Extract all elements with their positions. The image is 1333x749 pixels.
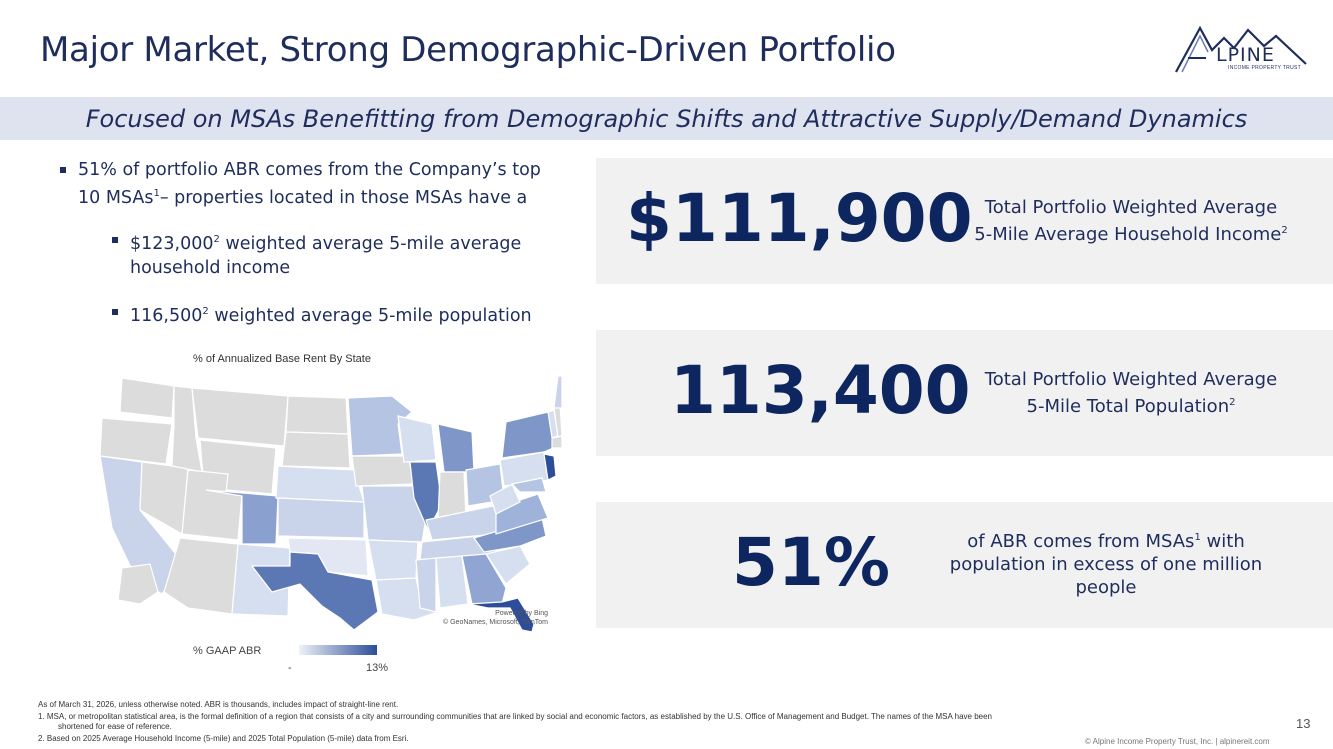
state-sd: [281, 431, 351, 469]
state-il: [409, 461, 443, 532]
stat-desc-line-2: population in excess of one million: [949, 554, 1263, 575]
legend-color-bar: [299, 645, 377, 655]
stat-desc-population: Total Portfolio Weighted Average 5-Mile …: [966, 368, 1296, 418]
banner: Focused on MSAs Benefitting from Demogra…: [0, 97, 1333, 140]
state-wv: [489, 483, 521, 515]
footnote-ref: 1: [1194, 532, 1201, 543]
state-sc: [485, 545, 531, 585]
logo-subtext: INCOME PROPERTY TRUST: [1228, 65, 1301, 71]
stat-desc-income: Total Portfolio Weighted Average 5-Mile …: [966, 196, 1296, 246]
footnote-ref: 2: [1229, 397, 1236, 408]
state-co: [205, 489, 279, 545]
bullet-square-icon: [60, 167, 66, 173]
stat-desc-line-3: people: [1075, 577, 1137, 598]
stat-box-population: 113,400 Total Portfolio Weighted Average…: [596, 330, 1333, 456]
stat-desc-line-1: Total Portfolio Weighted Average: [984, 369, 1278, 390]
state-fl: [467, 597, 535, 633]
state-md: [510, 477, 547, 493]
state-or: [99, 417, 173, 465]
map-attribution: Powered by Bing © GeoNames, Microsoft, T…: [420, 609, 548, 627]
bullet-list: 51% of portfolio ABR comes from the Comp…: [60, 158, 560, 327]
state-ny: [501, 411, 559, 459]
state-ga: [461, 553, 507, 605]
legend-label: % GAAP ABR: [193, 645, 262, 657]
page-title: Major Market, Strong Demographic-Driven …: [40, 30, 896, 70]
stat-value-income: $111,900: [626, 180, 973, 257]
bullet-sub-income: $123,0002 weighted average 5-mile averag…: [112, 228, 540, 280]
page-number: 13: [1296, 716, 1311, 731]
alpine-logo: [1175, 25, 1307, 73]
stat-desc-line-1b: with: [1200, 531, 1245, 552]
income-text: weighted average 5-mile average househol…: [130, 233, 522, 278]
state-tx: [250, 551, 379, 631]
stat-desc-line-2: 5-Mile Total Population: [1026, 396, 1230, 417]
stat-desc-line-1: of ABR comes from MSAs: [967, 531, 1195, 552]
state-ne: [275, 465, 365, 503]
stat-desc-line-1: Total Portfolio Weighted Average: [984, 197, 1278, 218]
state-nd: [285, 395, 349, 435]
state-ma: [551, 435, 562, 449]
state-nj: [543, 453, 557, 481]
stat-value-population: 113,400: [670, 352, 971, 429]
footnote-ref: 2: [213, 233, 220, 245]
stat-desc-line-2: 5-Mile Average Household Income: [974, 224, 1282, 245]
copyright: © Alpine Income Property Trust, Inc. | a…: [1085, 737, 1270, 746]
bullet-main-text-1: 51% of portfolio ABR comes from the Comp…: [78, 160, 541, 180]
stat-desc-abr: of ABR comes from MSAs1 with population …: [936, 526, 1276, 599]
state-ks: [277, 497, 365, 539]
population-value: 116,500: [130, 305, 203, 326]
state-mt: [191, 387, 289, 447]
footnote-1-cont: shortened for ease of reference.: [58, 722, 172, 731]
legend-min: -: [288, 662, 292, 674]
stat-value-abr: 51%: [732, 524, 890, 601]
logo-text: LPINE: [1216, 44, 1275, 66]
stat-box-abr: 51% of ABR comes from MSAs1 with populat…: [596, 502, 1333, 628]
state-mi: [437, 423, 475, 473]
footnote-ref: 1: [153, 188, 160, 199]
population-text: weighted average 5-mile population: [208, 305, 532, 326]
state-az: [163, 537, 239, 615]
state-wi: [397, 415, 437, 463]
state-me: [553, 375, 562, 409]
us-abr-map: [99, 375, 562, 633]
footnote-ref: 2: [1281, 225, 1288, 236]
footnote-1: 1. MSA, or metropolitan statistical area…: [38, 712, 992, 721]
state-ak: [117, 563, 159, 605]
bullet-main: 51% of portfolio ABR comes from the Comp…: [60, 158, 560, 210]
stat-box-income: $111,900 Total Portfolio Weighted Averag…: [596, 158, 1333, 284]
footnote-2: 2. Based on 2025 Average Household Incom…: [38, 734, 409, 743]
state-la: [375, 577, 440, 621]
bullet-square-icon: [112, 308, 118, 315]
bullet-main-text-3: – properties located in those MSAs have …: [159, 187, 528, 208]
bullet-square-icon: [112, 236, 118, 243]
state-mo: [361, 485, 427, 543]
map-attribution-2: © GeoNames, Microsoft, TomTom: [443, 619, 548, 626]
bullet-main-text-2: 10 MSAs: [78, 187, 154, 208]
bullet-sub-population: 116,5002 weighted average 5-mile populat…: [112, 300, 560, 328]
banner-text: Focused on MSAs Benefitting from Demogra…: [85, 104, 1248, 133]
state-nm: [231, 543, 291, 617]
map-title: % of Annualized Base Rent By State: [193, 353, 371, 365]
income-value: $123,000: [130, 233, 214, 254]
footnote-intro: As of March 31, 2026, unless otherwise n…: [38, 700, 399, 709]
map-attribution-1: Powered by Bing: [495, 610, 548, 617]
legend-max: 13%: [366, 662, 389, 674]
state-wa: [119, 377, 175, 419]
state-ar: [367, 539, 419, 581]
state-ms: [415, 557, 437, 613]
footnote-ref: 2: [202, 305, 209, 317]
